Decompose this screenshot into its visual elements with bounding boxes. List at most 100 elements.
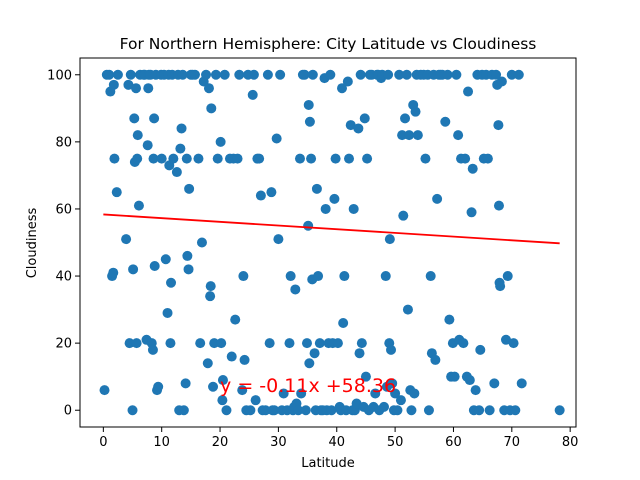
- data-point: [432, 193, 443, 204]
- data-point: [208, 381, 219, 392]
- data-point: [299, 69, 310, 80]
- data-point: [513, 69, 524, 80]
- data-point: [370, 388, 381, 399]
- x-tick-label: 70: [504, 435, 521, 450]
- data-point: [410, 106, 421, 117]
- data-point: [205, 291, 216, 302]
- data-point: [502, 271, 513, 282]
- data-point: [345, 120, 356, 131]
- data-point: [313, 271, 324, 282]
- data-point: [339, 271, 350, 282]
- data-point: [230, 314, 241, 325]
- data-point: [195, 338, 206, 349]
- data-point: [420, 153, 431, 164]
- data-point: [217, 375, 228, 386]
- data-point: [463, 86, 474, 97]
- data-point: [181, 153, 192, 164]
- data-point: [254, 153, 265, 164]
- data-point: [162, 307, 173, 318]
- data-point: [301, 338, 312, 349]
- data-point: [260, 405, 271, 416]
- data-point: [338, 318, 349, 329]
- data-point: [467, 163, 478, 174]
- data-point: [303, 220, 314, 231]
- data-point: [353, 123, 364, 134]
- data-point: [344, 153, 355, 164]
- data-point: [221, 405, 232, 416]
- data-point: [271, 133, 282, 144]
- data-point: [273, 234, 284, 245]
- data-point: [386, 344, 397, 355]
- data-point: [239, 354, 250, 365]
- data-point: [398, 210, 409, 221]
- data-point: [362, 153, 373, 164]
- data-point: [304, 358, 315, 369]
- x-tick-label: 80: [562, 435, 579, 450]
- data-point: [148, 153, 159, 164]
- data-point: [309, 348, 320, 359]
- y-tick-label: 0: [64, 404, 72, 419]
- data-point: [238, 271, 249, 282]
- data-point: [124, 338, 135, 349]
- data-point: [264, 338, 275, 349]
- data-point: [149, 260, 160, 271]
- data-point: [496, 76, 507, 87]
- x-tick-label: 0: [99, 435, 107, 450]
- plot-frame: [79, 57, 577, 428]
- data-point: [104, 69, 115, 80]
- data-point: [183, 264, 194, 275]
- data-point: [412, 130, 423, 141]
- data-point: [255, 190, 266, 201]
- data-point: [125, 69, 136, 80]
- data-point: [156, 153, 167, 164]
- data-point: [311, 183, 322, 194]
- data-point: [303, 99, 314, 110]
- data-point: [482, 153, 493, 164]
- data-point: [184, 183, 195, 194]
- data-point: [296, 388, 307, 399]
- data-point: [493, 120, 504, 131]
- data-point: [219, 69, 230, 80]
- data-point: [132, 130, 143, 141]
- data-point: [217, 395, 228, 406]
- y-axis-label: Cloudiness: [25, 208, 40, 279]
- data-point: [475, 344, 486, 355]
- data-point: [508, 338, 519, 349]
- data-point: [269, 405, 280, 416]
- data-point: [129, 113, 140, 124]
- data-point: [210, 69, 221, 80]
- data-point: [193, 153, 204, 164]
- data-point: [387, 378, 398, 389]
- data-point: [99, 385, 110, 396]
- data-point: [196, 237, 207, 248]
- data-point: [383, 69, 394, 80]
- data-point: [216, 338, 227, 349]
- data-point: [314, 338, 325, 349]
- data-point: [160, 254, 171, 265]
- data-point: [332, 338, 343, 349]
- data-point: [202, 358, 213, 369]
- data-point: [354, 348, 365, 359]
- data-point: [489, 378, 500, 389]
- data-point: [506, 69, 517, 80]
- data-point: [451, 69, 462, 80]
- data-point: [232, 153, 243, 164]
- data-point: [304, 116, 315, 127]
- data-point: [131, 338, 142, 349]
- data-point: [495, 281, 506, 292]
- data-point: [278, 388, 289, 399]
- data-point: [329, 193, 340, 204]
- data-point: [212, 153, 223, 164]
- data-point: [406, 405, 417, 416]
- data-point: [493, 200, 504, 211]
- data-point: [180, 378, 191, 389]
- data-point: [360, 371, 371, 382]
- data-point: [348, 203, 359, 214]
- data-point: [205, 281, 216, 292]
- data-points: [99, 69, 565, 416]
- data-point: [384, 234, 395, 245]
- data-point: [491, 69, 502, 80]
- data-point: [149, 113, 160, 124]
- data-point: [380, 271, 391, 282]
